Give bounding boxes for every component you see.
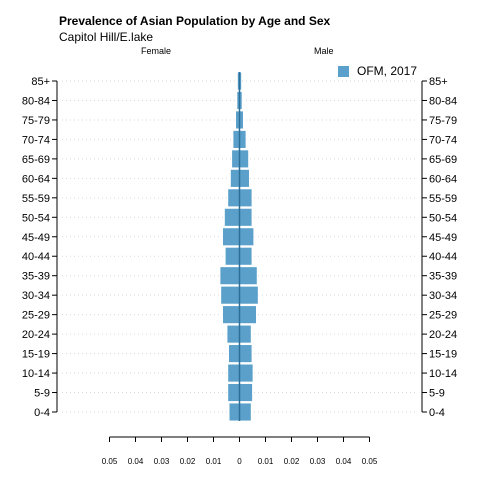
chart-subtitle: Capitol Hill/E.lake bbox=[59, 30, 154, 44]
right-tick-label: 30-34 bbox=[429, 290, 457, 302]
female-bar-10-14 bbox=[227, 363, 240, 383]
x-tick-label: 0.01 bbox=[258, 457, 274, 466]
right-tick-label: 35-39 bbox=[429, 271, 457, 283]
left-tick-label: 75-79 bbox=[22, 115, 50, 127]
female-bar-65-69 bbox=[231, 149, 240, 169]
male-label: Male bbox=[314, 46, 334, 56]
male-bar-0-4 bbox=[239, 402, 252, 422]
right-tick-label: 0-4 bbox=[429, 407, 445, 419]
bars bbox=[219, 71, 259, 422]
left-tick-label: 5-9 bbox=[34, 388, 50, 400]
left-tick-label: 80-84 bbox=[22, 95, 50, 107]
left-tick-label: 85+ bbox=[31, 76, 50, 88]
x-tick-label: 0.03 bbox=[154, 457, 170, 466]
left-tick-label: 45-49 bbox=[22, 232, 50, 244]
legend-label: OFM, 2017 bbox=[357, 64, 418, 78]
female-label: Female bbox=[141, 46, 172, 56]
female-bar-35-39 bbox=[219, 266, 240, 286]
male-bar-10-14 bbox=[239, 363, 254, 383]
male-bar-45-49 bbox=[239, 227, 255, 247]
left-tick-label: 25-29 bbox=[22, 310, 50, 322]
right-tick-label: 55-59 bbox=[429, 193, 457, 205]
left-tick-label: 60-64 bbox=[22, 173, 50, 185]
right-tick-label: 20-24 bbox=[429, 329, 457, 341]
x-tick-label: 0.02 bbox=[180, 457, 196, 466]
left-tick-label: 30-34 bbox=[22, 290, 50, 302]
left-tick-label: 50-54 bbox=[22, 212, 50, 224]
male-bar-25-29 bbox=[239, 305, 257, 325]
male-bar-50-54 bbox=[239, 207, 253, 227]
left-tick-label: 0-4 bbox=[34, 407, 50, 419]
chart-title: Prevalence of Asian Population by Age an… bbox=[59, 14, 331, 28]
male-bar-20-24 bbox=[239, 324, 252, 344]
male-bar-70-74 bbox=[239, 130, 247, 149]
female-bar-20-24 bbox=[226, 324, 240, 344]
right-tick-label: 40-44 bbox=[429, 251, 457, 263]
male-bar-65-69 bbox=[239, 149, 250, 169]
female-bar-5-9 bbox=[227, 383, 240, 402]
left-tick-label: 70-74 bbox=[22, 134, 50, 146]
female-bar-30-34 bbox=[220, 285, 240, 305]
female-bar-25-29 bbox=[222, 305, 240, 325]
x-tick-label: 0.03 bbox=[310, 457, 326, 466]
right-age-axis: 0-4 5-9 10-14 15-19 20-24 25-29 30-34 35-39 40-4… bbox=[421, 76, 457, 419]
x-tick-label: 0.01 bbox=[206, 457, 222, 466]
male-bar-5-9 bbox=[239, 383, 253, 402]
right-tick-label: 60-64 bbox=[429, 173, 457, 185]
female-bar-70-74 bbox=[232, 130, 240, 149]
right-tick-label: 85+ bbox=[429, 76, 448, 88]
male-bar-15-19 bbox=[239, 344, 253, 363]
legend-swatch bbox=[338, 65, 349, 77]
right-tick-label: 25-29 bbox=[429, 310, 457, 322]
x-tick-label: 0.04 bbox=[128, 457, 144, 466]
left-tick-label: 65-69 bbox=[22, 154, 50, 166]
male-bar-60-64 bbox=[239, 168, 250, 188]
right-tick-label: 5-9 bbox=[429, 388, 445, 400]
right-tick-label: 80-84 bbox=[429, 95, 457, 107]
x-tick-label: 0.04 bbox=[336, 457, 352, 466]
left-tick-label: 10-14 bbox=[22, 368, 50, 380]
left-age-axis: 0-4 5-9 10-14 15-19 20-24 25-29 30-34 35-39 40-4… bbox=[22, 76, 58, 419]
female-bar-45-49 bbox=[222, 227, 240, 247]
x-tick-label: 0.02 bbox=[284, 457, 300, 466]
male-bar-35-39 bbox=[239, 266, 258, 286]
right-tick-label: 10-14 bbox=[429, 368, 457, 380]
x-axis: 0.05 0.04 0.03 0.02 0.01 0 0.01 0.02 0.03 0.04 0.0… bbox=[102, 436, 378, 466]
female-bar-15-19 bbox=[228, 344, 240, 363]
female-bar-40-44 bbox=[224, 246, 240, 266]
x-tick-label: 0 bbox=[237, 457, 242, 466]
left-tick-label: 35-39 bbox=[22, 271, 50, 283]
female-bar-50-54 bbox=[224, 207, 240, 227]
right-tick-label: 15-19 bbox=[429, 349, 457, 361]
right-tick-label: 70-74 bbox=[429, 134, 457, 146]
female-bar-0-4 bbox=[228, 402, 240, 422]
left-tick-label: 15-19 bbox=[22, 349, 50, 361]
right-tick-label: 45-49 bbox=[429, 232, 457, 244]
male-bar-30-34 bbox=[239, 285, 259, 305]
male-bar-40-44 bbox=[239, 246, 253, 266]
right-tick-label: 65-69 bbox=[429, 154, 457, 166]
right-tick-label: 75-79 bbox=[429, 115, 457, 127]
female-bar-55-59 bbox=[227, 188, 240, 208]
right-tick-label: 50-54 bbox=[429, 212, 457, 224]
left-tick-label: 20-24 bbox=[22, 329, 50, 341]
x-tick-label: 0.05 bbox=[362, 457, 378, 466]
female-bar-60-64 bbox=[229, 168, 240, 188]
left-tick-label: 55-59 bbox=[22, 193, 50, 205]
male-bar-55-59 bbox=[239, 188, 253, 208]
x-tick-label: 0.05 bbox=[102, 457, 118, 466]
left-tick-label: 40-44 bbox=[22, 251, 50, 263]
legend: OFM, 2017 bbox=[338, 64, 417, 78]
